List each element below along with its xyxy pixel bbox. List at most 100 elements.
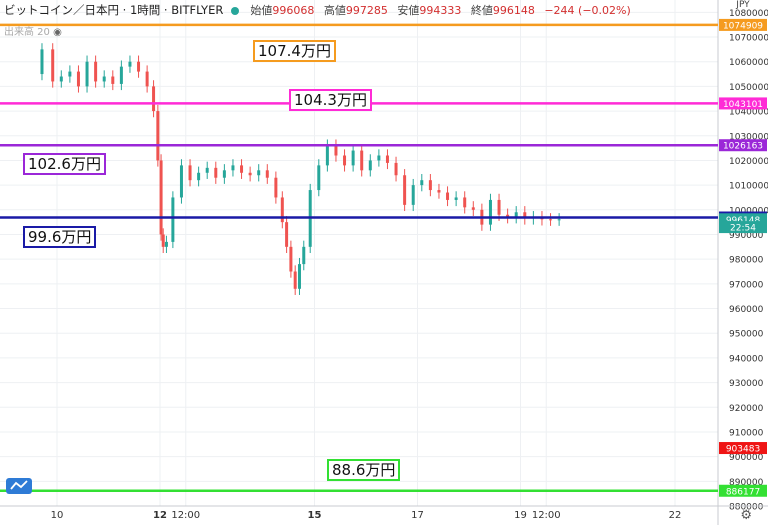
candle-body	[334, 145, 338, 156]
candle-body	[231, 165, 235, 171]
y-tick-label: 930000	[729, 379, 764, 389]
y-tick-label: 960000	[729, 305, 764, 315]
candle-body	[471, 207, 475, 210]
candle-body	[68, 71, 72, 77]
x-tick-label: 12:00	[171, 510, 200, 521]
candle-body	[360, 150, 364, 171]
candle-body	[488, 199, 492, 225]
y-tick-label: 1070000	[729, 34, 768, 44]
level-tag	[719, 484, 767, 497]
candle-body	[257, 170, 261, 176]
annotation-88-6[interactable]: 88.6万円	[327, 459, 401, 481]
candle-body	[428, 180, 432, 191]
candle-body	[317, 165, 321, 191]
y-tick-label: 880000	[729, 503, 764, 513]
candle-body	[280, 197, 284, 223]
candle-body	[152, 86, 156, 112]
level-tag	[719, 97, 767, 110]
candle-body	[302, 246, 306, 265]
volume-indicator-label[interactable]: 出来高 20 ◉	[4, 23, 62, 38]
candle-body	[156, 111, 160, 161]
candle-body	[214, 167, 218, 178]
candle-body	[285, 222, 289, 247]
candle-body	[506, 214, 510, 218]
candle-body	[523, 212, 527, 219]
y-tick-label: 1060000	[729, 58, 768, 68]
level-tag-label: 1043101	[723, 100, 763, 110]
y-tick-label: 1080000	[729, 9, 768, 19]
level-tag-label: 1026163	[723, 142, 763, 152]
candle-body	[274, 177, 278, 198]
y-tick-label: 1030000	[729, 132, 768, 142]
candle-body	[179, 165, 183, 198]
candle-body	[76, 71, 80, 87]
volume-label: 出来高 20	[4, 27, 50, 38]
annotation-104-3[interactable]: 104.3万円	[289, 89, 372, 111]
candle-body	[145, 71, 149, 87]
candle-body	[377, 155, 381, 161]
candle-body	[289, 246, 293, 272]
candle-body	[40, 49, 44, 75]
candle-body	[297, 264, 301, 289]
price-tag-label: 996148	[726, 216, 761, 226]
candle-body	[197, 172, 201, 181]
candle-body	[265, 170, 269, 178]
close-label: 終値	[470, 4, 493, 17]
price-tag	[719, 442, 767, 455]
candle-body	[59, 76, 63, 82]
y-tick-label: 970000	[729, 280, 764, 290]
candle-body	[497, 199, 501, 215]
y-tick-label: 1050000	[729, 83, 768, 93]
level-tag-label: 1074909	[723, 21, 763, 31]
candle-body	[463, 197, 467, 208]
symbol-label[interactable]: ビットコイン／日本円 · 1時間 · BITFLYER	[4, 3, 224, 17]
annotation-102-6[interactable]: 102.6万円	[23, 153, 106, 175]
y-tick-label: 990000	[729, 231, 764, 241]
chart-header: ビットコイン／日本円 · 1時間 · BITFLYER 始値996068 高値9…	[4, 2, 637, 18]
candle-body	[102, 76, 106, 82]
candle-body	[549, 219, 553, 221]
level-tag	[719, 18, 767, 31]
candle-body	[205, 167, 209, 173]
level-tag-label: 886177	[726, 487, 760, 497]
y-tick-label: 910000	[729, 428, 764, 438]
y-tick-label: 1010000	[729, 182, 768, 192]
market-status-icon	[230, 7, 239, 15]
annotation-99-6[interactable]: 99.6万円	[23, 226, 97, 248]
candle-body	[351, 150, 355, 166]
y-tick-label: 1020000	[729, 157, 768, 167]
candle-body	[437, 190, 441, 193]
candle-body	[240, 165, 244, 173]
high-label: 高値	[323, 4, 346, 17]
x-tick-label: 17	[411, 510, 424, 521]
open-value: 996068	[272, 4, 315, 17]
high-value: 997285	[345, 4, 388, 17]
y-tick-label: 900000	[729, 453, 764, 463]
settings-gear-icon[interactable]: ⚙	[740, 508, 752, 523]
price-tag	[719, 221, 767, 234]
candle-body	[403, 175, 407, 205]
annotation-107-4[interactable]: 107.4万円	[253, 40, 336, 62]
candle-body	[119, 66, 123, 84]
candle-body	[446, 192, 450, 200]
y-tick-label: 950000	[729, 330, 764, 340]
candle-body	[94, 61, 98, 82]
candle-body	[111, 76, 115, 84]
candle-body	[171, 197, 175, 242]
candle-body	[343, 155, 347, 166]
y-tick-label: 890000	[729, 478, 764, 488]
candle-body	[514, 212, 518, 218]
price-tag-label: 903483	[726, 445, 760, 455]
candle-body	[411, 185, 415, 205]
y-tick-label: 1040000	[729, 108, 768, 118]
candle-body	[557, 219, 561, 221]
badge-wave	[10, 480, 28, 490]
candle-body	[394, 162, 398, 176]
candle-body	[248, 172, 252, 176]
candle-body	[161, 234, 165, 247]
eye-icon[interactable]: ◉	[53, 27, 62, 38]
candle-body	[159, 160, 163, 235]
candle-body	[51, 49, 55, 82]
